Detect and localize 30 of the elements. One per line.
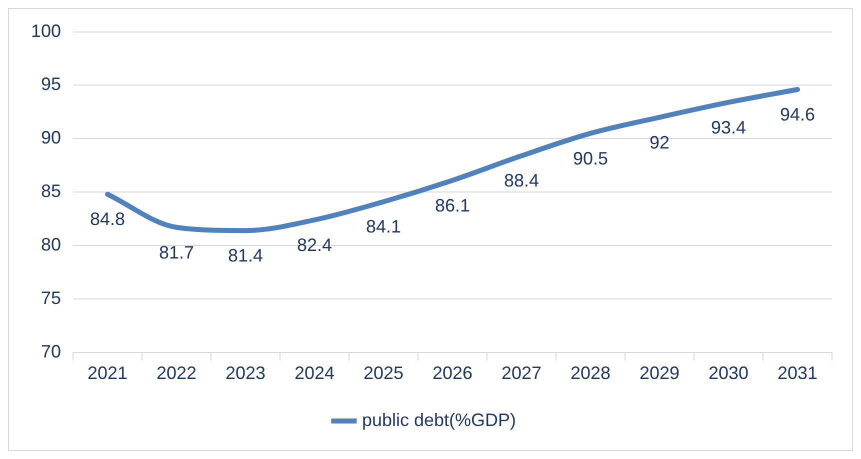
x-tick-label: 2021: [88, 363, 128, 384]
data-label: 84.1: [366, 216, 402, 237]
x-tick-label: 2026: [432, 363, 473, 384]
x-tick-label: 2031: [777, 363, 818, 384]
data-label: 92: [649, 132, 670, 152]
y-tick-label: 80: [41, 234, 62, 254]
x-tick-label: 2025: [363, 363, 404, 384]
y-tick-label: 100: [30, 20, 62, 41]
y-tick-label: 85: [41, 181, 62, 202]
x-tick-label: 2029: [639, 363, 680, 384]
x-tick-label: 2028: [570, 363, 611, 384]
y-tick-label: 70: [41, 341, 62, 362]
data-label: 94.6: [780, 104, 816, 124]
y-tick-label: 90: [41, 128, 62, 148]
data-label: 81.4: [228, 246, 264, 266]
data-label: 84.8: [90, 209, 126, 230]
x-tick-label: 2027: [501, 363, 542, 384]
x-tick-label: 2024: [294, 363, 335, 384]
data-label: 82.4: [297, 234, 332, 255]
x-tick-label: 2030: [708, 363, 749, 384]
y-tick-label: 75: [41, 288, 62, 308]
data-label: 90.5: [572, 148, 608, 168]
data-label: 81.7: [159, 242, 194, 262]
legend-label: public debt(%GDP): [362, 410, 516, 430]
x-tick-label: 2023: [226, 363, 266, 384]
data-label: 93.4: [710, 117, 746, 138]
x-tick-label: 2022: [156, 363, 197, 384]
data-label: 88.4: [504, 170, 540, 191]
y-tick-label: 95: [41, 74, 62, 94]
data-label: 86.1: [434, 195, 470, 216]
